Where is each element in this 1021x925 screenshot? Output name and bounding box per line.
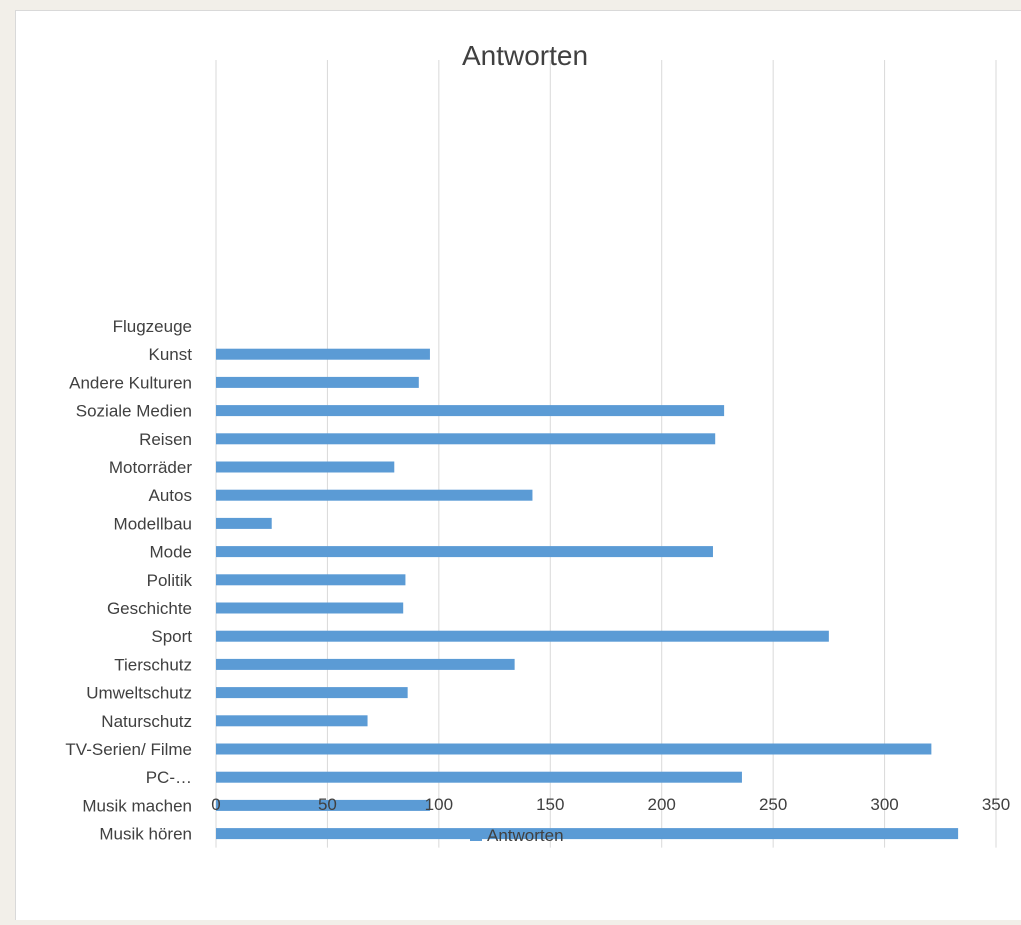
bar	[216, 602, 404, 614]
category-label: Sport	[151, 627, 192, 646]
category-label: Musik machen	[82, 796, 192, 815]
x-tick-label: 50	[318, 795, 337, 814]
category-label: Flugzeuge	[113, 317, 192, 336]
x-tick-label: 0	[211, 795, 220, 814]
category-label: Andere Kulturen	[69, 373, 192, 392]
bar	[216, 828, 959, 840]
category-label: Soziale Medien	[76, 402, 192, 421]
chart-title: Antworten	[462, 40, 588, 71]
bar	[216, 376, 419, 388]
bars	[216, 348, 959, 840]
bar	[216, 687, 408, 699]
category-label: Autos	[149, 486, 192, 505]
category-label: Kunst	[149, 345, 193, 364]
category-labels: Flugzeuge Kunst Andere Kulturen Soziale Med…	[65, 317, 192, 844]
x-tick-label: 150	[536, 795, 564, 814]
bar	[216, 517, 272, 529]
bar	[216, 658, 515, 670]
bar	[216, 771, 742, 783]
category-label: Mode	[149, 543, 192, 562]
grid-lines	[215, 60, 997, 848]
x-tick-label: 300	[870, 795, 898, 814]
category-label: Motorräder	[109, 458, 192, 477]
category-label: Geschichte	[107, 599, 192, 618]
category-label: Tierschutz	[114, 655, 192, 674]
category-label: Reisen	[139, 430, 192, 449]
category-label: Umweltschutz	[86, 684, 192, 703]
bar	[216, 433, 716, 445]
bar	[216, 715, 368, 727]
bar	[216, 630, 829, 642]
legend-swatch	[470, 829, 482, 841]
x-tick-label: 350	[982, 795, 1010, 814]
category-label: PC-…	[146, 768, 192, 787]
x-tick-label: 200	[648, 795, 676, 814]
legend-label: Antworten	[487, 826, 564, 845]
bar	[216, 546, 713, 558]
category-label: Musik hören	[99, 825, 192, 844]
bar	[216, 461, 395, 473]
bar	[216, 348, 430, 360]
category-label: TV-Serien/ Filme	[65, 740, 192, 759]
x-tick-label: 100	[425, 795, 453, 814]
bar	[216, 405, 725, 417]
x-tick-labels: 0 50 100 150 200 250 300 350	[211, 795, 1010, 814]
bar	[216, 489, 533, 501]
category-label: Naturschutz	[101, 712, 192, 731]
bar	[216, 574, 406, 586]
legend: Antworten	[470, 826, 564, 845]
x-tick-label: 250	[759, 795, 787, 814]
chart-frame	[15, 10, 1021, 920]
category-label: Politik	[147, 571, 193, 590]
bar	[216, 743, 932, 755]
bar	[216, 799, 430, 811]
category-label: Modellbau	[114, 514, 192, 533]
